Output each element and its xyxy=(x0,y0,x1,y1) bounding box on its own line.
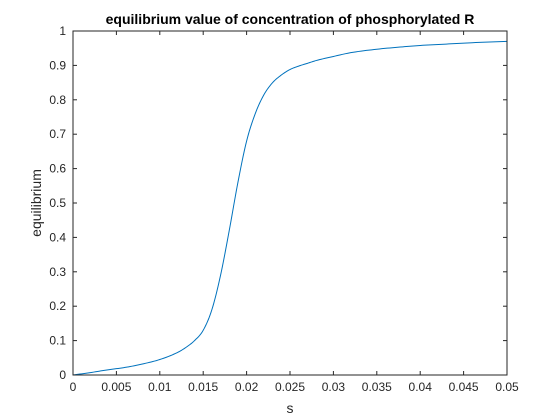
y-tick-label: 0.6 xyxy=(49,162,66,176)
x-tick-label: 0.015 xyxy=(188,380,218,394)
x-tick-label: 0.05 xyxy=(495,380,519,394)
chart-title: equilibrium value of concentration of ph… xyxy=(106,11,475,27)
x-tick-label: 0 xyxy=(70,380,77,394)
equilibrium-curve xyxy=(72,40,508,376)
plot-area xyxy=(73,31,507,375)
axes-box xyxy=(72,30,508,376)
x-tick-label: 0.02 xyxy=(235,380,259,394)
x-tick-label: 0.035 xyxy=(362,380,392,394)
x-tick-label: 0.005 xyxy=(101,380,131,394)
y-tick-label: 0 xyxy=(59,368,66,382)
x-axis-ticks: 0 0.005 0.01 0.015 0.02 0.025 0.03 0.035 0.04 0.0… xyxy=(70,31,519,394)
x-tick-label: 0.03 xyxy=(322,380,346,394)
x-axis-label: s xyxy=(287,400,294,416)
x-tick-label: 0.04 xyxy=(409,380,433,394)
x-tick-label: 0.01 xyxy=(148,380,172,394)
y-tick-label: 0.1 xyxy=(49,334,66,348)
y-tick-label: 0.8 xyxy=(49,93,66,107)
y-axis-ticks: 0 0.1 0.2 0.3 0.4 0.5 0.6 0.7 0.8 0.9 1 xyxy=(49,24,507,382)
y-tick-label: 0.7 xyxy=(49,127,66,141)
x-tick-label: 0.045 xyxy=(449,380,479,394)
y-tick-label: 0.3 xyxy=(49,265,66,279)
y-tick-label: 0.2 xyxy=(49,299,66,313)
y-tick-label: 1 xyxy=(59,24,66,38)
y-tick-label: 0.9 xyxy=(49,58,66,72)
y-tick-label: 0.4 xyxy=(49,230,66,244)
y-axis-label: equilibrium xyxy=(28,169,44,237)
y-tick-label: 0.5 xyxy=(49,196,66,210)
x-tick-label: 0.025 xyxy=(275,380,305,394)
